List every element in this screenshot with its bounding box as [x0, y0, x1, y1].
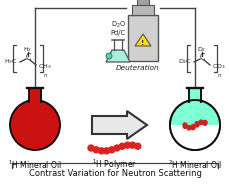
Bar: [188, 88, 200, 102]
Circle shape: [119, 143, 125, 149]
FancyBboxPatch shape: [131, 5, 153, 15]
Circle shape: [88, 145, 94, 151]
Text: C: C: [25, 53, 30, 63]
Text: n: n: [44, 73, 47, 78]
Circle shape: [129, 142, 135, 148]
Text: !: !: [141, 40, 144, 46]
Wedge shape: [169, 100, 219, 125]
Text: $^{2}$H Mineral Oil: $^{2}$H Mineral Oil: [167, 159, 221, 171]
Circle shape: [98, 148, 104, 154]
Text: H$_2$: H$_2$: [23, 46, 33, 54]
FancyArrow shape: [92, 111, 146, 139]
Circle shape: [202, 120, 206, 124]
Circle shape: [194, 123, 198, 127]
Circle shape: [190, 126, 194, 130]
Bar: [29, 88, 41, 102]
Circle shape: [183, 125, 186, 128]
Polygon shape: [106, 50, 129, 62]
Circle shape: [182, 123, 186, 127]
Text: H$_3$C: H$_3$C: [4, 57, 18, 67]
Text: $^{1}$H Polymer: $^{1}$H Polymer: [92, 158, 137, 172]
Text: CH$_3$: CH$_3$: [38, 63, 51, 71]
FancyBboxPatch shape: [136, 0, 148, 5]
Text: Deuteration: Deuteration: [116, 65, 159, 71]
Circle shape: [106, 53, 112, 59]
Text: D$_3$C: D$_3$C: [177, 57, 191, 67]
Circle shape: [124, 142, 130, 148]
Circle shape: [198, 120, 202, 124]
Text: Contrast Variation for Neutron Scattering: Contrast Variation for Neutron Scatterin…: [28, 170, 201, 178]
Text: C: C: [199, 53, 204, 63]
Circle shape: [198, 120, 202, 124]
Circle shape: [10, 100, 60, 150]
Polygon shape: [134, 34, 150, 46]
FancyBboxPatch shape: [128, 15, 157, 61]
Text: $^{1}$H Mineral Oil: $^{1}$H Mineral Oil: [8, 159, 62, 171]
Circle shape: [103, 148, 109, 154]
Text: D$_2$O: D$_2$O: [110, 20, 125, 30]
Circle shape: [190, 125, 194, 128]
Circle shape: [114, 145, 120, 151]
Circle shape: [93, 147, 99, 153]
Text: n: n: [217, 73, 221, 78]
Circle shape: [186, 126, 190, 130]
Circle shape: [186, 126, 190, 130]
Circle shape: [169, 100, 219, 150]
Circle shape: [134, 143, 140, 149]
Circle shape: [108, 147, 114, 153]
Text: D$_2$: D$_2$: [196, 46, 206, 54]
Text: CD$_3$: CD$_3$: [211, 63, 225, 71]
Circle shape: [194, 122, 198, 125]
Wedge shape: [169, 125, 219, 150]
Text: Pd/C: Pd/C: [110, 30, 125, 36]
Circle shape: [202, 122, 206, 125]
